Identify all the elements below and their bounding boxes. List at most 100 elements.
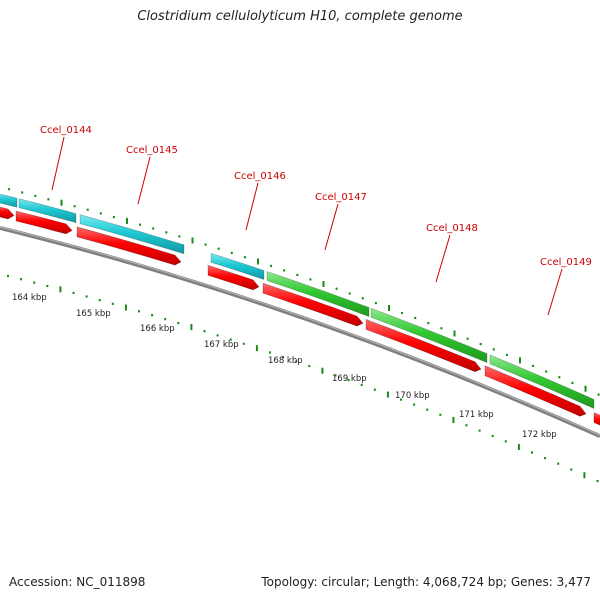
inner-tick-mark: [177, 322, 180, 325]
backbone-highlight: [0, 226, 600, 436]
scale-label: 172 kbp: [522, 430, 557, 440]
gene-label: Ccel_0146: [234, 171, 286, 182]
outer-tick-mark: [427, 322, 430, 325]
gene-segment-cyan: [79, 214, 185, 255]
gene-label: Ccel_0147: [315, 192, 367, 203]
outer-tick-mark: [73, 205, 76, 208]
outer-tick-mark: [60, 199, 63, 206]
inner-tick-mark: [308, 364, 311, 368]
gene-label-leader: [324, 203, 339, 251]
outer-tick-mark: [126, 217, 128, 224]
inner-tick-mark: [321, 367, 324, 374]
inner-tick-mark: [452, 417, 455, 423]
gene-label: Ccel_0145: [126, 145, 178, 156]
cds-arrow: [0, 206, 15, 220]
outer-tick-mark: [178, 235, 181, 238]
gene-label-leader: [51, 136, 65, 191]
outer-tick-mark: [21, 191, 24, 194]
inner-tick-mark: [413, 403, 416, 406]
outer-tick-mark: [361, 297, 364, 300]
inner-tick-mark: [531, 451, 533, 454]
inner-tick-mark: [255, 345, 258, 352]
gene-segment-green: [489, 354, 595, 409]
gene-segment-green: [266, 271, 370, 318]
gene-segment-green: [370, 307, 488, 364]
outer-tick-mark: [414, 316, 417, 320]
outer-tick-mark: [374, 302, 377, 305]
outer-tick-mark: [401, 311, 404, 315]
inner-tick-mark: [164, 318, 167, 321]
outer-tick-mark: [597, 393, 600, 396]
outer-tick-mark: [86, 208, 89, 211]
outer-tick-mark: [191, 237, 194, 244]
outer-tick-mark: [519, 357, 521, 364]
tick-dots-layer: [7, 188, 600, 483]
scale-label: 164 kbp: [12, 293, 47, 303]
inner-tick-mark: [151, 314, 154, 317]
inner-tick-mark: [465, 424, 468, 427]
inner-tick-mark: [138, 310, 140, 313]
outer-tick-mark: [47, 198, 50, 201]
outer-tick-mark: [99, 212, 102, 215]
outer-tick-mark: [139, 223, 142, 226]
gene-label: Ccel_0148: [426, 223, 478, 234]
features-layer: [0, 193, 600, 426]
scale-label: 166 kbp: [140, 324, 175, 334]
inner-tick-mark: [282, 355, 285, 359]
outer-tick-mark: [545, 370, 548, 373]
outer-tick-mark: [505, 353, 508, 356]
outer-tick-mark: [348, 292, 351, 295]
gene-label: Ccel_0149: [540, 257, 592, 268]
inner-tick-mark: [229, 338, 232, 341]
outer-tick-mark: [34, 194, 37, 197]
inner-tick-mark: [269, 351, 271, 354]
inner-tick-mark: [504, 440, 507, 443]
inner-tick-mark: [98, 299, 101, 302]
inner-tick-mark: [478, 429, 481, 432]
backbone-layer: [0, 226, 600, 439]
inner-tick-mark: [72, 291, 75, 294]
outer-tick-mark: [152, 227, 155, 230]
outer-tick-mark: [270, 264, 273, 267]
inner-tick-mark: [373, 388, 376, 391]
inner-tick-mark: [426, 408, 429, 411]
outer-tick-mark: [466, 337, 469, 340]
cds-arrow: [262, 282, 364, 327]
genome-backbone: [0, 226, 600, 439]
inner-tick-mark: [33, 281, 36, 284]
inner-tick-mark: [111, 302, 114, 305]
outer-tick-mark: [309, 278, 312, 281]
outer-tick-mark: [453, 330, 456, 337]
inner-tick-mark: [517, 443, 520, 450]
outer-tick-mark: [440, 327, 443, 330]
inner-tick-mark: [570, 468, 573, 471]
gene-label-leader: [245, 182, 259, 231]
inner-tick-mark: [7, 274, 9, 278]
gene-segment-cyan: [18, 198, 77, 223]
inner-tick-mark: [360, 383, 363, 386]
inner-tick-mark: [190, 324, 193, 331]
inner-tick-mark: [596, 480, 599, 483]
gene-segment-cyan: [0, 193, 18, 208]
scale-label: 167 kbp: [204, 340, 239, 350]
outer-tick-mark: [165, 231, 168, 234]
outer-tick-mark: [388, 305, 390, 311]
inner-tick-mark: [124, 304, 127, 311]
scale-label: 170 kbp: [395, 391, 430, 401]
inner-tick-mark: [203, 330, 206, 333]
gene-label-leader: [547, 268, 563, 316]
inner-tick-mark: [583, 472, 586, 479]
labels-layer: 164 kbp 165 kbp 166 kbp 167 kbp 168 kbp 169 k…: [12, 125, 592, 440]
topology-summary: Topology: circular; Length: 4,068,724 bp…: [261, 575, 591, 589]
outer-tick-mark: [584, 385, 587, 392]
scale-label: 169 kbp: [332, 374, 367, 384]
inner-tick-mark: [59, 286, 62, 293]
cds-arrow: [484, 365, 587, 417]
cds-arrow: [365, 318, 482, 373]
inner-tick-mark: [347, 379, 350, 382]
outer-tick-mark: [532, 364, 535, 367]
inner-tick-mark: [544, 457, 547, 460]
outer-tick-mark: [257, 258, 259, 265]
inner-tick-mark: [242, 342, 245, 345]
inner-tick-mark: [439, 413, 442, 416]
